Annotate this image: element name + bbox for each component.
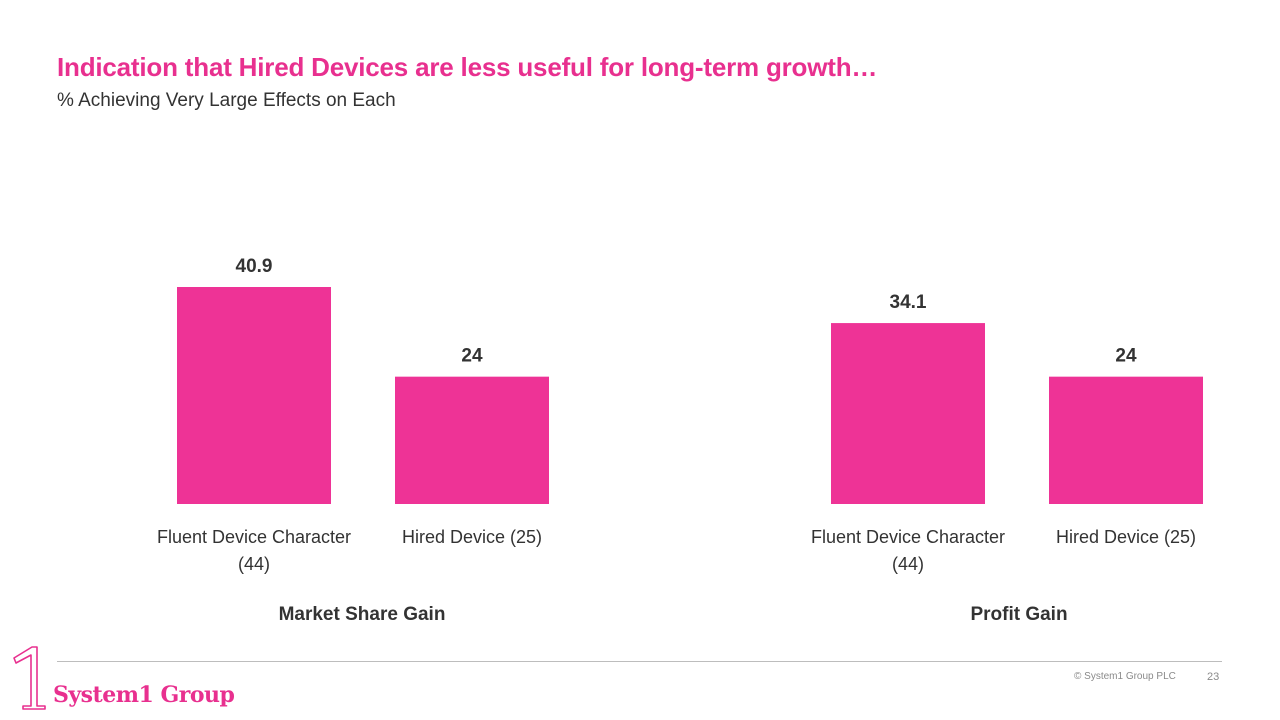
bar — [831, 323, 985, 504]
category-label: Fluent Device Character — [157, 527, 351, 547]
category-label: (44) — [892, 554, 924, 574]
system1-logo-numeral — [13, 646, 46, 710]
bar — [395, 376, 549, 504]
group-label: Market Share Gain — [279, 604, 446, 625]
category-label: Fluent Device Character — [811, 527, 1005, 547]
chart-title: Indication that Hired Devices are less u… — [57, 52, 878, 82]
group-label: Profit Gain — [970, 604, 1067, 625]
bar-chart: 40.9 Fluent Device Character (44) 24 Hired D… — [157, 256, 1203, 625]
bar — [177, 287, 331, 504]
category-label: Hired Device (25) — [1056, 527, 1196, 547]
data-label: 24 — [1115, 346, 1137, 367]
category-label: Hired Device (25) — [402, 527, 542, 547]
system1-logo-text: System1 Group — [53, 682, 235, 708]
data-label: 34.1 — [890, 292, 927, 313]
data-label: 24 — [461, 346, 483, 367]
category-label: (44) — [238, 554, 270, 574]
footer-divider — [57, 661, 1222, 662]
chart-subtitle: % Achieving Very Large Effects on Each — [57, 90, 396, 111]
page-number: 23 — [1207, 671, 1220, 683]
data-label: 40.9 — [236, 256, 273, 277]
copyright-text: © System1 Group PLC — [1074, 671, 1176, 682]
bar — [1049, 376, 1203, 504]
